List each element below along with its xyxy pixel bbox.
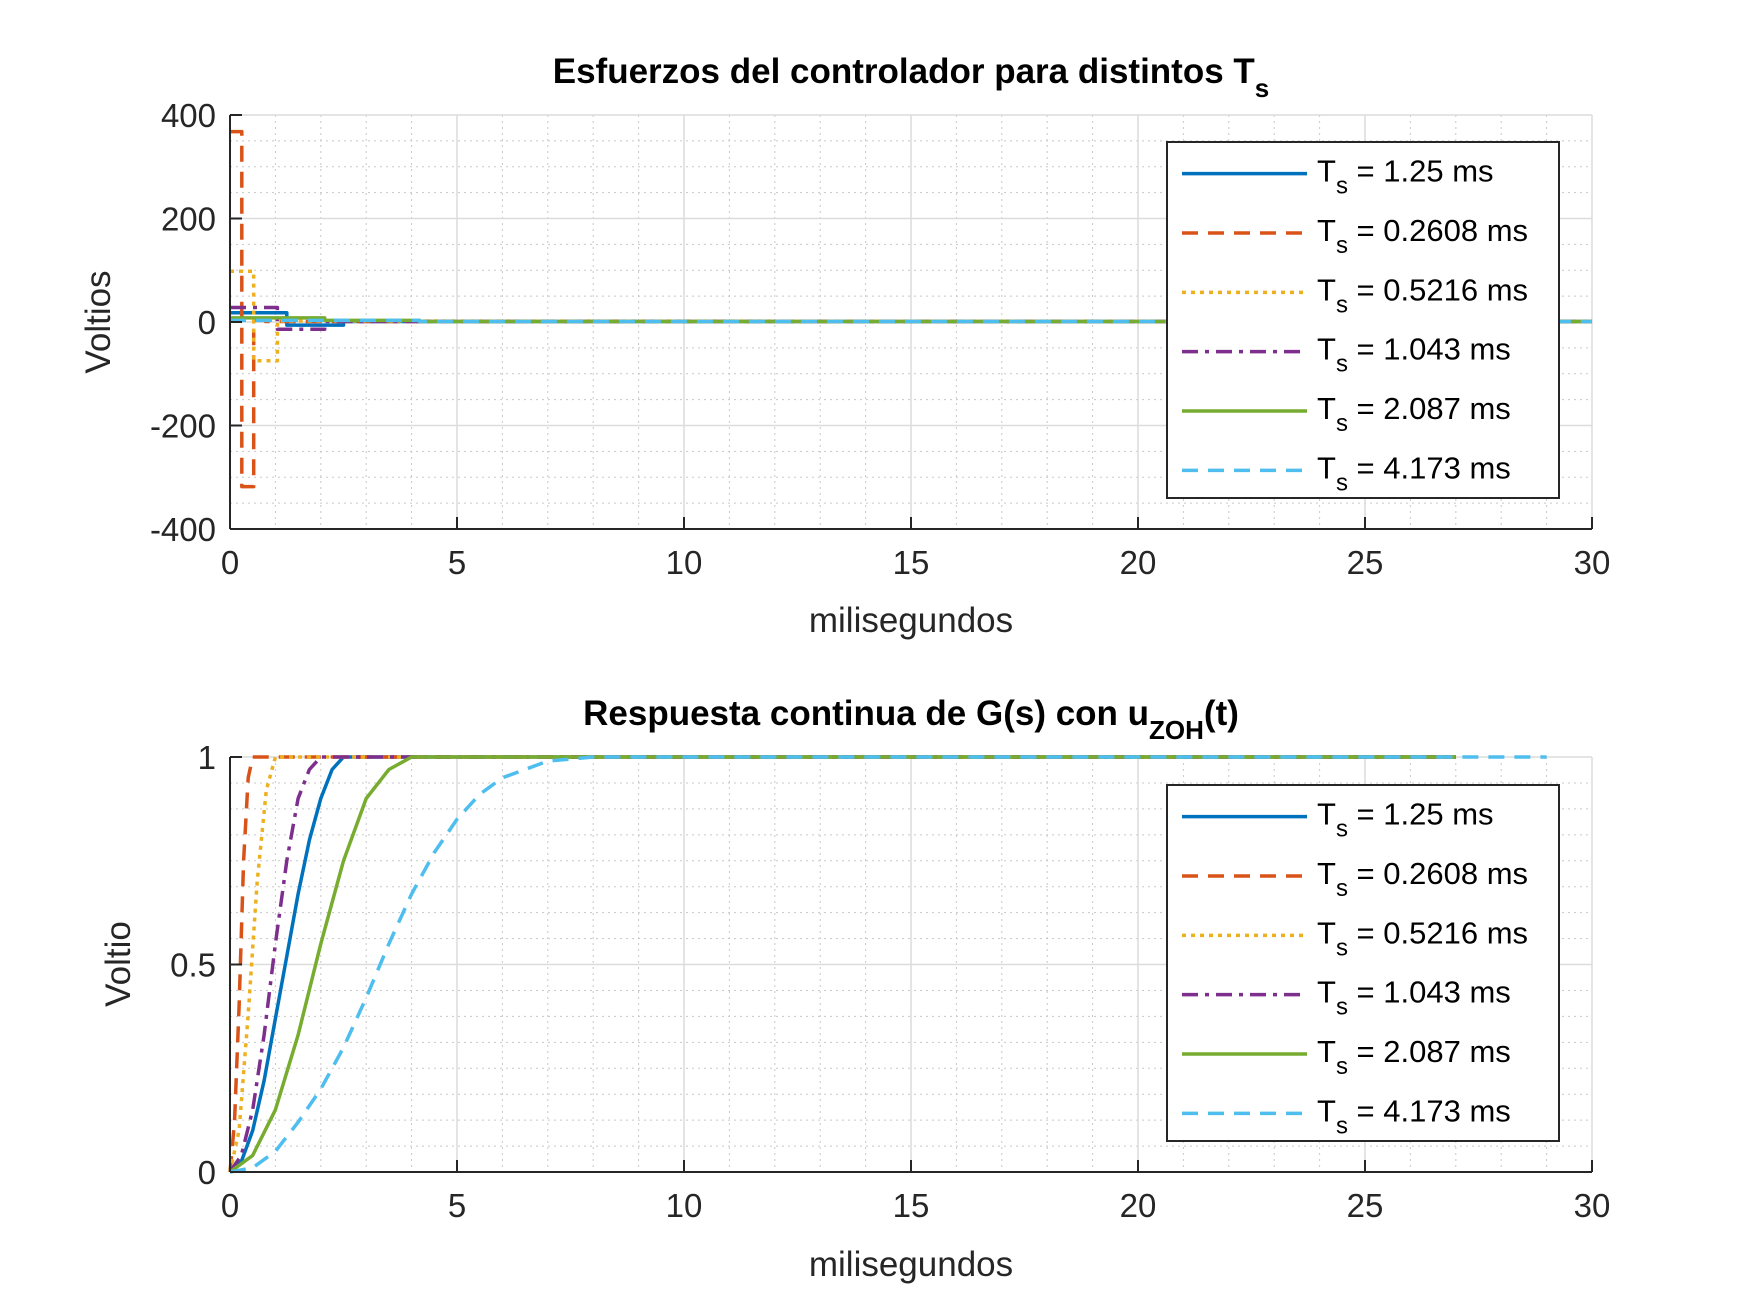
x-tick-label: 10: [666, 544, 703, 581]
y-tick-label: 200: [161, 201, 216, 238]
x-tick-label: 15: [893, 1187, 930, 1224]
series-line-3: [230, 305, 1592, 331]
legend-value: = 0.5216 ms: [1348, 915, 1528, 950]
x-tick-label: 25: [1347, 544, 1384, 581]
legend-label-2: Ts = 0.5216 ms: [1317, 272, 1528, 318]
title-subscript: s: [1255, 73, 1269, 103]
x-tick-label: 15: [893, 544, 930, 581]
y-tick-label: 1: [198, 739, 216, 776]
legend-symbol: T: [1317, 272, 1336, 307]
series-line-4: [228, 755, 1456, 1174]
chart-respuesta: 0 5 10 15 20 25 30 0 0.5 1 milisegundos Voltio Respu…: [99, 694, 1610, 1284]
x-tick-label: 20: [1120, 1187, 1157, 1224]
y-axis-label: Voltio: [99, 921, 138, 1007]
y-tick-label: -400: [150, 511, 216, 548]
legend-subscript: s: [1336, 1112, 1348, 1139]
legend-label-2: Ts = 0.5216 ms: [1317, 915, 1528, 961]
legend-value: = 1.25 ms: [1348, 154, 1494, 189]
legend-box: [1166, 141, 1560, 499]
legend-subscript: s: [1336, 469, 1348, 496]
x-tick-label: 30: [1574, 544, 1611, 581]
legend-subscript: s: [1336, 816, 1348, 843]
legend-label-1: Ts = 0.2608 ms: [1317, 213, 1528, 259]
legend-label-3: Ts = 1.043 ms: [1317, 975, 1511, 1021]
x-tick-label: 0: [221, 1187, 239, 1224]
y-tick-label: 0.5: [170, 947, 216, 984]
legend-symbol: T: [1317, 1034, 1336, 1069]
legend-label-0: Ts = 1.25 ms: [1317, 154, 1494, 200]
legend-subscript: s: [1336, 934, 1348, 961]
x-axis-label: milisegundos: [809, 601, 1013, 640]
legend-value: = 4.173 ms: [1348, 450, 1511, 485]
chart-esfuerzos: 0 5 10 15 20 25 30 -400 -200 0 200 400 milisegundos V…: [79, 52, 1610, 640]
chart-title: Esfuerzos del controlador para distintos…: [553, 52, 1270, 103]
x-tick-label: 30: [1574, 1187, 1611, 1224]
legend-value: = 1.25 ms: [1348, 797, 1494, 832]
y-tick-label: 0: [198, 1154, 216, 1191]
legend-value: = 0.2608 ms: [1348, 856, 1528, 891]
title-text: Esfuerzos del controlador para distintos: [553, 52, 1234, 91]
legend-symbol: T: [1317, 213, 1336, 248]
series-line-2: [230, 269, 1593, 363]
legend-subscript: s: [1336, 351, 1348, 378]
title-subscript: ZOH: [1149, 715, 1204, 745]
legend-subscript: s: [1336, 1053, 1348, 1080]
legend-value: = 2.087 ms: [1348, 391, 1511, 426]
legend-value: = 4.173 ms: [1348, 1093, 1511, 1128]
x-tick-label: 5: [448, 1187, 466, 1224]
y-axis-label: Voltios: [79, 270, 118, 373]
x-axis-label: milisegundos: [809, 1245, 1013, 1284]
title-tail: (t): [1204, 694, 1239, 733]
y-tick-label: 0: [198, 304, 216, 341]
legend-symbol: T: [1317, 1093, 1336, 1128]
legend-symbol: T: [1317, 450, 1336, 485]
legend-value: = 0.2608 ms: [1348, 213, 1528, 248]
legend-symbol: T: [1317, 915, 1336, 950]
legend-value: = 1.043 ms: [1348, 975, 1511, 1010]
legend-value: = 1.043 ms: [1348, 332, 1511, 367]
x-tick-label: 0: [221, 544, 239, 581]
legend-symbol: T: [1317, 975, 1336, 1010]
legend-label-5: Ts = 4.173 ms: [1317, 1093, 1511, 1139]
legend-value: = 0.5216 ms: [1348, 272, 1528, 307]
series-line-5: [230, 318, 1592, 324]
legend-label-0: Ts = 1.25 ms: [1317, 797, 1494, 843]
series-line-3: [228, 755, 1456, 1173]
legend-symbol: T: [1317, 154, 1336, 189]
legend-label-5: Ts = 4.173 ms: [1317, 450, 1511, 496]
x-tick-label: 25: [1347, 1187, 1384, 1224]
title-symbol: T: [1233, 52, 1254, 91]
legend-subscript: s: [1336, 875, 1348, 902]
x-tick-label: 20: [1120, 544, 1157, 581]
y-tick-label: -200: [150, 408, 216, 445]
legend-box: [1166, 784, 1560, 1142]
legend-symbol: T: [1317, 856, 1336, 891]
legend-symbol: T: [1317, 332, 1336, 367]
legend-symbol: T: [1317, 797, 1336, 832]
legend-symbol: T: [1317, 391, 1336, 426]
legend-label-4: Ts = 2.087 ms: [1317, 391, 1511, 437]
legend-subscript: s: [1336, 232, 1348, 259]
legend-subscript: s: [1336, 410, 1348, 437]
legend-label-1: Ts = 0.2608 ms: [1317, 856, 1528, 902]
legend-subscript: s: [1336, 291, 1348, 318]
legend-subscript: s: [1336, 173, 1348, 200]
legend-value: = 2.087 ms: [1348, 1034, 1511, 1069]
legend-label-3: Ts = 1.043 ms: [1317, 332, 1511, 378]
legend-subscript: s: [1336, 994, 1348, 1021]
x-tick-label: 10: [666, 1187, 703, 1224]
series-line-2: [228, 755, 1456, 1173]
chart-title: Respuesta continua de G(s) con uZOH(t): [583, 694, 1239, 745]
y-tick-label: 400: [161, 97, 216, 134]
series-line-5: [229, 755, 1547, 1174]
x-tick-label: 5: [448, 544, 466, 581]
series-line-1: [228, 755, 1456, 1173]
title-text: Respuesta continua de G(s) con u: [583, 694, 1149, 733]
legend-label-4: Ts = 2.087 ms: [1317, 1034, 1511, 1080]
